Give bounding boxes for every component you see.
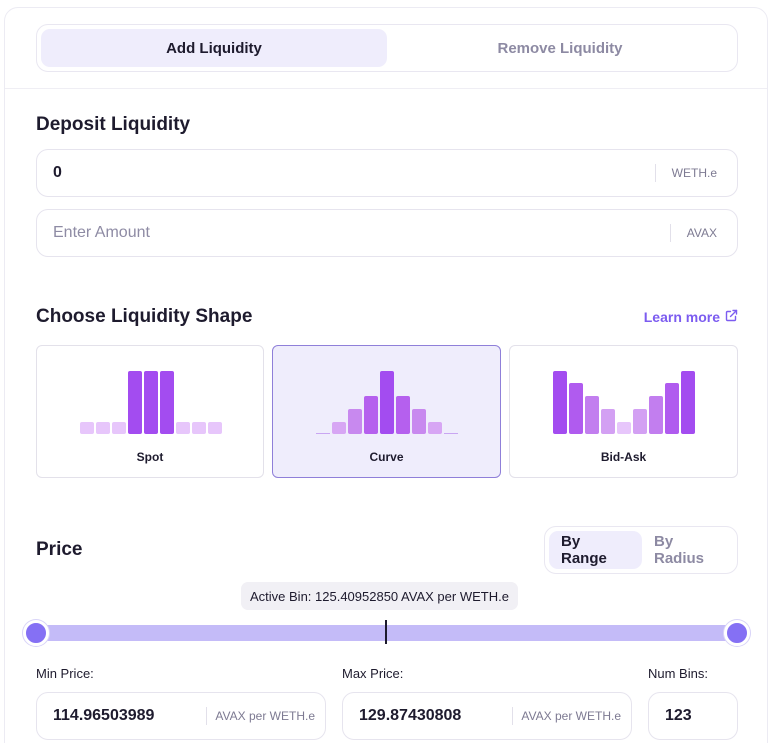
deposit-title: Deposit Liquidity: [36, 114, 191, 135]
tab-add-liquidity[interactable]: Add Liquidity: [41, 29, 387, 67]
shape-title: Choose Liquidity Shape: [36, 306, 253, 327]
price-mode-toggle: By Range By Radius: [544, 526, 738, 574]
active-bin-tooltip: Active Bin: 125.40952850 AVAX per WETH.e: [241, 582, 518, 610]
price-range-slider[interactable]: [36, 625, 738, 641]
num-bins-input[interactable]: [649, 693, 737, 739]
min-price-field: AVAX per WETH.e: [36, 692, 326, 740]
shape-option-bid-ask[interactable]: Bid-Ask: [509, 345, 738, 478]
avax-amount-field: AVAX: [36, 209, 738, 257]
external-link-icon: [725, 309, 738, 325]
avax-token-label: AVAX: [686, 226, 717, 240]
token-separator: [669, 224, 671, 242]
price-title: Price: [36, 539, 83, 560]
min-price-unit: AVAX per WETH.e: [215, 709, 315, 723]
curve-shape-icon: [316, 371, 458, 434]
shape-option-curve[interactable]: Curve: [272, 345, 501, 478]
max-price-field: AVAX per WETH.e: [342, 692, 632, 740]
learn-more-label: Learn more: [643, 309, 720, 325]
liquidity-tabs: Add Liquidity Remove Liquidity: [36, 24, 738, 72]
curve-label: Curve: [369, 450, 404, 464]
max-price-handle[interactable]: [724, 620, 750, 646]
tab-remove-liquidity[interactable]: Remove Liquidity: [497, 39, 623, 57]
num-bins-label: Num Bins:: [648, 666, 708, 681]
header-divider: [5, 88, 767, 89]
bid-ask-shape-icon: [553, 371, 695, 434]
shape-option-spot[interactable]: Spot: [36, 345, 264, 478]
max-price-input[interactable]: [343, 693, 513, 739]
min-price-handle[interactable]: [23, 620, 49, 646]
spot-shape-icon: [80, 371, 222, 434]
spot-label: Spot: [136, 450, 164, 464]
min-price-input[interactable]: [37, 693, 207, 739]
min-price-label: Min Price:: [36, 666, 94, 681]
token-separator: [654, 164, 656, 182]
by-range-button[interactable]: By Range: [549, 531, 642, 569]
num-bins-field: [648, 692, 738, 740]
by-radius-button[interactable]: By Radius: [653, 533, 704, 567]
max-price-unit: AVAX per WETH.e: [521, 709, 621, 723]
unit-separator: [206, 707, 208, 725]
avax-amount-input[interactable]: [37, 210, 670, 256]
weth-token-label: WETH.e: [671, 166, 717, 180]
active-bin-marker: [385, 620, 387, 644]
bid-ask-label: Bid-Ask: [600, 450, 647, 464]
weth-amount-field: WETH.e: [36, 149, 738, 197]
weth-amount-input[interactable]: [37, 150, 655, 196]
max-price-label: Max Price:: [342, 666, 404, 681]
learn-more-link[interactable]: Learn more: [644, 309, 738, 325]
unit-separator: [512, 707, 514, 725]
